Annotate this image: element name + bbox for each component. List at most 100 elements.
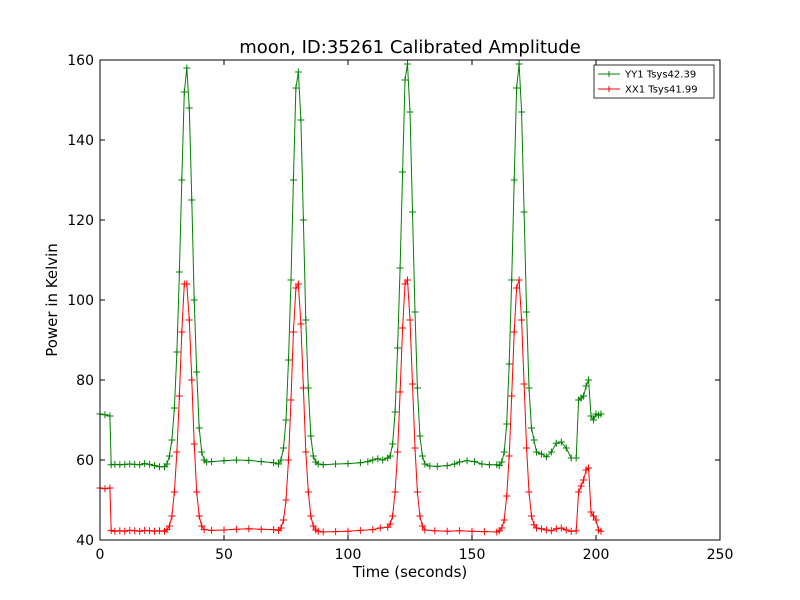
data-point	[309, 452, 317, 460]
data-point	[136, 461, 144, 469]
y-tick-label: 100	[67, 293, 94, 309]
data-point	[101, 411, 109, 419]
data-point	[575, 488, 583, 496]
x-tick-label: 250	[707, 547, 734, 563]
data-point	[585, 376, 593, 384]
data-point	[287, 276, 295, 284]
data-point	[528, 512, 536, 520]
data-point	[188, 376, 196, 384]
x-tick-label: 200	[583, 547, 610, 563]
data-point	[356, 459, 364, 467]
data-point	[280, 444, 288, 452]
data-point	[245, 456, 253, 464]
data-point	[401, 76, 409, 84]
data-point	[297, 116, 305, 124]
chart-title: moon, ID:35261 Calibrated Amplitude	[239, 37, 581, 58]
data-point	[413, 384, 421, 392]
data-point	[389, 440, 397, 448]
data-point	[530, 436, 538, 444]
y-tick-label: 80	[76, 373, 94, 389]
data-point	[525, 384, 533, 392]
data-point	[500, 516, 508, 524]
data-point	[485, 461, 493, 469]
data-point	[195, 424, 203, 432]
data-point	[510, 328, 518, 336]
y-tick-label: 140	[67, 133, 94, 149]
data-point	[401, 280, 409, 288]
data-point	[136, 527, 144, 535]
data-point	[443, 462, 451, 470]
data-point	[200, 526, 208, 534]
data-point	[163, 526, 171, 534]
data-point	[294, 68, 302, 76]
legend-box	[593, 64, 715, 99]
data-point	[520, 208, 528, 216]
data-point	[270, 459, 278, 467]
data-point	[503, 420, 511, 428]
data-point	[418, 452, 426, 460]
data-point	[542, 453, 550, 461]
data-point	[299, 384, 307, 392]
data-point	[394, 344, 402, 352]
data-point	[307, 432, 315, 440]
data-point	[245, 525, 253, 533]
data-point	[597, 410, 605, 418]
data-point	[275, 460, 283, 468]
data-point	[257, 525, 265, 533]
data-point	[309, 522, 317, 530]
legend-marker	[606, 71, 612, 77]
series-0	[96, 60, 605, 471]
data-point	[590, 512, 598, 520]
data-point	[433, 462, 441, 470]
data-point	[165, 452, 173, 460]
y-tick-label: 60	[76, 453, 94, 469]
data-point	[193, 368, 201, 376]
data-point	[168, 436, 176, 444]
data-point	[585, 464, 593, 472]
data-point	[542, 526, 550, 534]
data-point	[470, 458, 478, 466]
data-point	[518, 108, 526, 116]
data-point	[294, 280, 302, 288]
data-point	[406, 108, 414, 116]
data-point	[597, 527, 605, 535]
data-point	[185, 104, 193, 112]
plot-area	[96, 60, 605, 536]
data-point	[394, 448, 402, 456]
data-point	[518, 316, 526, 324]
data-point	[170, 488, 178, 496]
data-point	[173, 448, 181, 456]
data-point	[508, 392, 516, 400]
data-point	[515, 276, 523, 284]
data-point	[547, 527, 555, 535]
data-point	[168, 512, 176, 520]
data-point	[289, 176, 297, 184]
data-point	[547, 448, 555, 456]
data-point	[418, 522, 426, 530]
data-point	[562, 444, 570, 452]
data-point	[552, 525, 560, 533]
data-point	[198, 522, 206, 530]
data-point	[208, 526, 216, 534]
data-point	[220, 526, 228, 534]
data-point	[505, 360, 513, 368]
data-point	[287, 396, 295, 404]
data-point	[232, 525, 240, 533]
data-point	[319, 461, 327, 469]
data-point	[562, 526, 570, 534]
data-point	[523, 444, 531, 452]
data-point	[510, 176, 518, 184]
axis-ticks: 0 50 100 150 200 250 40 60 80 100 120 140 160	[67, 53, 733, 563]
data-point	[282, 416, 290, 424]
data-point	[141, 460, 149, 468]
data-point	[451, 460, 459, 468]
data-point	[319, 528, 327, 536]
legend: YY1 Tsys42.39 XX1 Tsys41.99	[593, 64, 715, 99]
data-point	[396, 264, 404, 272]
data-point	[344, 527, 352, 535]
data-point	[151, 462, 159, 470]
data-point	[270, 526, 278, 534]
y-tick-label: 120	[67, 213, 94, 229]
data-point	[163, 460, 171, 468]
data-point	[178, 176, 186, 184]
